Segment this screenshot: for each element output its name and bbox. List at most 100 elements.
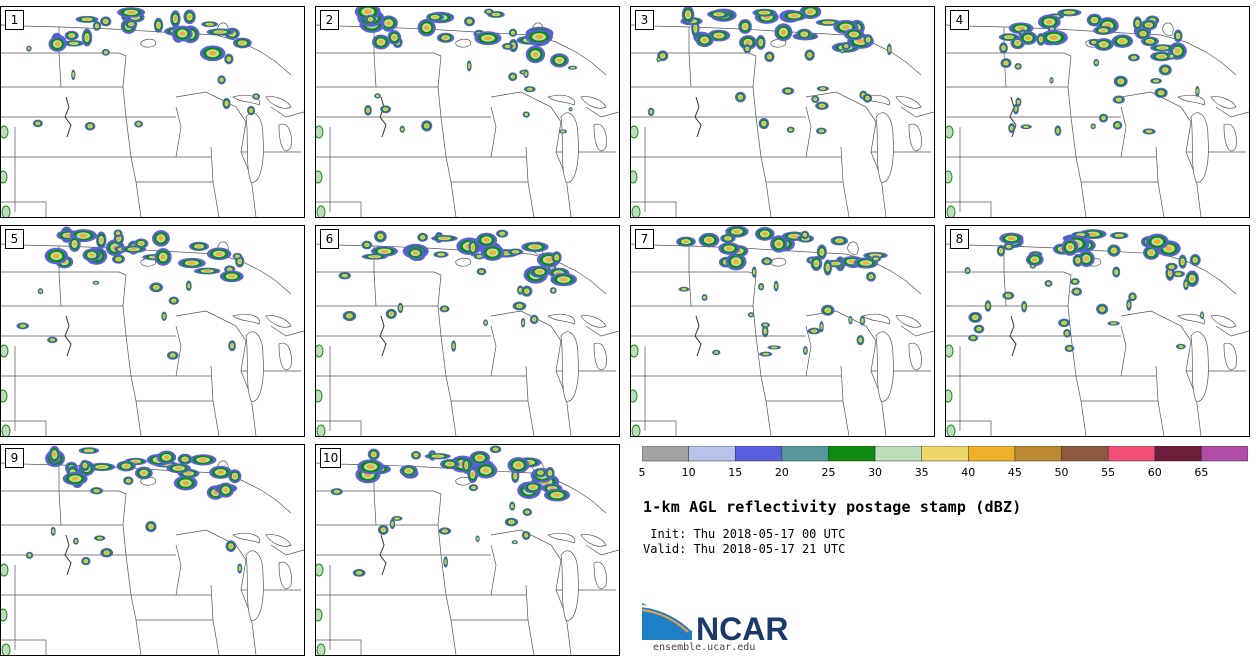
reflectivity-cell <box>126 479 130 483</box>
reflectivity-cell <box>762 121 766 126</box>
reflectivity-cell <box>820 324 823 329</box>
reflectivity-cell <box>157 23 160 28</box>
reflectivity-cell <box>1102 116 1105 120</box>
state-border <box>1 420 47 436</box>
reflectivity-cell <box>412 251 419 255</box>
reflectivity-cell <box>1062 321 1066 325</box>
state-border <box>585 106 619 118</box>
reflectivity-cell <box>631 344 639 358</box>
reflectivity-cell <box>383 108 388 111</box>
reflectivity-cell <box>220 78 223 82</box>
reflectivity-cell <box>803 233 807 237</box>
reflectivity-cell <box>694 25 697 32</box>
reflectivity-cell <box>559 277 568 282</box>
reflectivity-cell <box>1023 304 1026 309</box>
stamp-panel-5: 5 <box>0 225 305 437</box>
reflectivity-cell <box>1076 258 1080 263</box>
reflectivity-cell <box>452 344 455 348</box>
reflectivity-cell <box>414 453 418 457</box>
reflectivity-cell <box>446 462 453 466</box>
stamp-panel-3: 3 <box>630 6 935 218</box>
colorbar-segment <box>1107 446 1156 462</box>
reflectivity-cell <box>1116 234 1123 237</box>
ncar-wordmark: NCAR <box>696 611 788 644</box>
reflectivity-cell <box>631 424 641 436</box>
reflectivity-cell <box>1170 55 1173 58</box>
reflectivity-cell <box>476 537 479 540</box>
reflectivity-map <box>316 229 619 436</box>
lake-outline <box>547 532 576 544</box>
reflectivity-cell <box>217 470 225 475</box>
reflectivity-cell <box>187 261 197 265</box>
state-border <box>631 271 772 436</box>
panel-number: 7 <box>635 229 654 249</box>
reflectivity-cell <box>1 170 8 184</box>
reflectivity-cell <box>631 389 638 403</box>
panel-number: 8 <box>950 229 969 249</box>
reflectivity-map <box>1 7 304 217</box>
reflectivity-cell <box>986 304 990 308</box>
reflectivity-cell <box>421 235 425 239</box>
reflectivity-cell <box>489 250 497 256</box>
reflectivity-cell <box>467 19 472 23</box>
river-outline <box>694 315 702 357</box>
state-border <box>316 24 607 76</box>
reflectivity-cell <box>1073 280 1077 283</box>
reflectivity-cell <box>509 520 514 524</box>
reflectivity-cell <box>316 424 326 436</box>
reflectivity-cell <box>631 170 638 184</box>
reflectivity-cell <box>182 480 190 486</box>
colorbar-tick-label: 55 <box>1101 466 1116 479</box>
reflectivity-cell <box>1015 41 1020 45</box>
reflectivity-cell <box>545 257 553 263</box>
reflectivity-cell <box>254 95 258 98</box>
reflectivity-cell <box>1045 19 1053 25</box>
reflectivity-cell <box>173 16 177 22</box>
reflectivity-cell <box>1118 79 1123 84</box>
reflectivity-cell <box>1095 61 1098 64</box>
stamp-panel-4: 4 <box>945 6 1250 218</box>
reflectivity-cell <box>132 460 139 463</box>
reflectivity-cell <box>772 346 777 349</box>
reflectivity-cell <box>1158 46 1167 50</box>
reflectivity-cell <box>725 246 733 251</box>
reflectivity-cell <box>1007 245 1011 248</box>
reflectivity-cell <box>316 170 323 184</box>
lake-outline <box>232 532 261 544</box>
reflectivity-cell <box>1154 80 1158 82</box>
state-border <box>805 325 812 377</box>
reflectivity-cell <box>776 241 782 247</box>
colorbar-tick-label: 35 <box>914 466 929 479</box>
state-border <box>1 271 142 436</box>
reflectivity-cell <box>1163 68 1168 72</box>
reflectivity-cell <box>1004 61 1008 65</box>
reflectivity-cell <box>104 19 108 23</box>
reflectivity-cell <box>556 58 563 63</box>
reflectivity-cell <box>686 11 690 18</box>
reflectivity-cell <box>790 14 799 18</box>
reflectivity-cell <box>789 128 792 131</box>
reflectivity-cell <box>471 244 475 251</box>
reflectivity-cell <box>525 289 529 293</box>
lake-outline <box>580 96 607 109</box>
reflectivity-cell <box>971 336 975 340</box>
reflectivity-cell <box>536 269 543 274</box>
reflectivity-cell <box>28 47 30 50</box>
reflectivity-cell <box>196 245 203 248</box>
reflectivity-cell <box>104 551 109 555</box>
panel-number: 3 <box>635 10 654 30</box>
reflectivity-cell <box>316 643 326 655</box>
reflectivity-cell <box>519 288 522 292</box>
reflectivity-cell <box>471 471 475 477</box>
panel-number: 6 <box>320 229 339 249</box>
lake-outline <box>593 561 607 590</box>
reflectivity-cell <box>1050 79 1053 82</box>
state-border <box>316 462 607 514</box>
lake-outline <box>862 313 891 325</box>
lake-outline <box>770 38 787 48</box>
state-border <box>688 27 692 88</box>
reflectivity-cell <box>946 344 954 358</box>
reflectivity-cell <box>464 462 468 468</box>
reflectivity-cell <box>820 249 824 255</box>
reflectivity-cell <box>1 389 8 403</box>
